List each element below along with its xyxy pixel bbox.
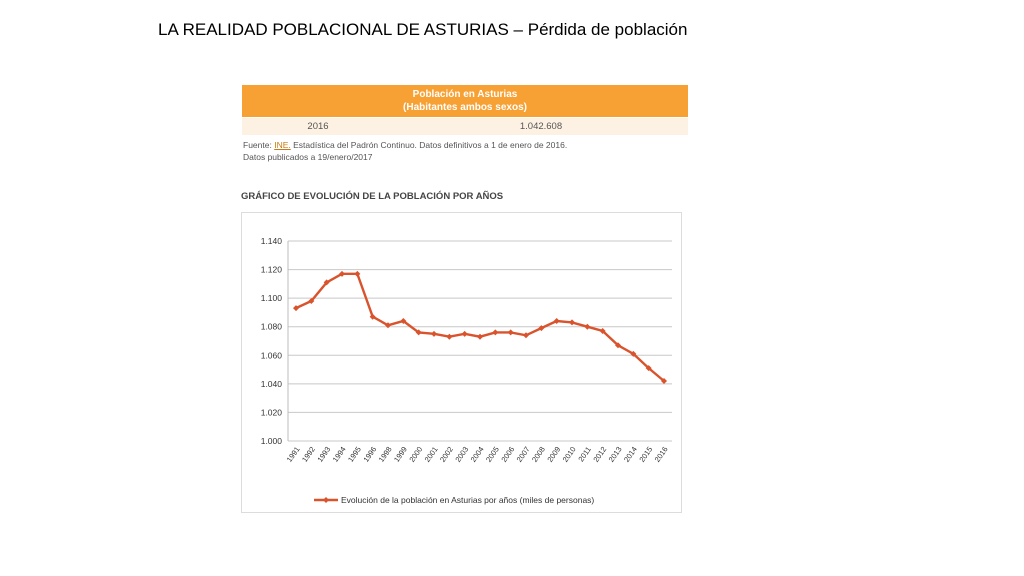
x-tick-label: 1999	[392, 445, 409, 464]
x-tick-label: 2004	[469, 445, 486, 464]
x-tick-label: 2013	[607, 445, 624, 464]
x-tick-label: 2015	[637, 445, 654, 464]
data-point	[538, 325, 545, 332]
data-point	[599, 328, 606, 334]
x-tick-label: 2012	[591, 445, 608, 464]
x-tick-label: 2000	[407, 445, 424, 464]
x-tick-label: 1996	[361, 445, 378, 464]
x-tick-label: 2003	[453, 445, 470, 464]
x-tick-label: 1994	[331, 445, 348, 464]
x-tick-label: 1993	[315, 445, 332, 464]
x-tick-label: 2008	[530, 445, 547, 464]
data-point	[584, 323, 591, 330]
data-point	[400, 318, 407, 324]
data-point	[661, 378, 667, 384]
data-point	[553, 318, 560, 324]
source-link[interactable]: INE.	[274, 140, 291, 150]
x-tick-label: 2010	[561, 445, 578, 464]
table-cell-value: 1.042.608	[519, 121, 563, 132]
data-point	[293, 305, 299, 312]
table-row: 2016 1.042.608	[242, 118, 688, 135]
slide-title: LA REALIDAD POBLACIONAL DE ASTURIAS – Pé…	[158, 20, 688, 39]
data-point	[308, 298, 315, 304]
y-tick-label: 1.060	[261, 350, 283, 360]
data-point	[492, 329, 499, 336]
x-tick-label: 2006	[499, 445, 516, 464]
data-point	[339, 270, 345, 277]
table-cell-year: 2016	[307, 121, 329, 132]
data-point	[615, 342, 621, 349]
data-point	[461, 330, 468, 337]
data-point	[630, 350, 637, 357]
table-header: Población en Asturias (Habitantes ambos …	[242, 85, 688, 117]
data-point	[431, 330, 437, 337]
data-point	[645, 365, 652, 372]
x-tick-label: 1998	[377, 445, 394, 464]
legend-swatch-marker	[323, 497, 329, 503]
y-tick-label: 1.000	[261, 436, 283, 446]
data-point	[415, 329, 422, 336]
table-header-subtitle: (Habitantes ambos sexos)	[403, 102, 527, 113]
data-point	[354, 270, 361, 277]
x-tick-label: 2011	[576, 445, 593, 463]
y-tick-label: 1.080	[261, 322, 283, 332]
x-tick-label: 1991	[285, 445, 302, 464]
data-point	[477, 333, 483, 340]
source-text: Estadística del Padrón Continuo. Datos d…	[293, 140, 568, 150]
data-point	[323, 279, 330, 286]
legend-label: Evolución de la población en Asturias po…	[341, 495, 594, 505]
table-header-title: Población en Asturias	[412, 89, 518, 100]
data-point	[569, 319, 575, 326]
x-tick-label: 2009	[545, 445, 562, 464]
x-tick-label: 1992	[300, 445, 317, 464]
chart-container: 1.140 1.120 1.100 1.080 1.060 1.040 1.020 1.000…	[241, 212, 682, 513]
data-point	[446, 333, 453, 340]
data-point	[369, 313, 376, 320]
data-point	[385, 322, 391, 329]
y-tick-label: 1.100	[261, 293, 283, 303]
y-tick-label: 1.120	[261, 265, 283, 275]
series-line	[295, 272, 665, 382]
published-date: Datos publicados a 19/enero/2017	[243, 152, 373, 162]
population-line-chart: 1.140 1.120 1.100 1.080 1.060 1.040 1.020 1.000…	[261, 236, 672, 505]
population-table: Población en Asturias (Habitantes ambos …	[242, 85, 688, 135]
data-point	[507, 329, 514, 336]
y-tick-label: 1.040	[261, 379, 283, 389]
x-tick-label: 2016	[653, 445, 670, 464]
x-tick-label: 2014	[622, 445, 639, 464]
x-tick-label: 2002	[438, 445, 455, 464]
y-tick-label: 1.140	[261, 236, 283, 246]
chart-heading: GRÁFICO DE EVOLUCIÓN DE LA POBLACIÓN POR…	[241, 191, 504, 202]
source-prefix: Fuente:	[243, 140, 272, 150]
source-note: Fuente: INE. Estadística del Padrón Cont…	[243, 139, 567, 163]
x-tick-label: 2001	[423, 445, 440, 464]
x-tick-label: 2007	[515, 445, 532, 464]
x-tick-label: 2005	[484, 445, 501, 464]
x-tick-label: 1995	[346, 445, 363, 464]
source-line: Fuente: INE. Estadística del Padrón Cont…	[243, 139, 567, 151]
data-point	[523, 332, 529, 339]
y-tick-label: 1.020	[261, 407, 283, 417]
